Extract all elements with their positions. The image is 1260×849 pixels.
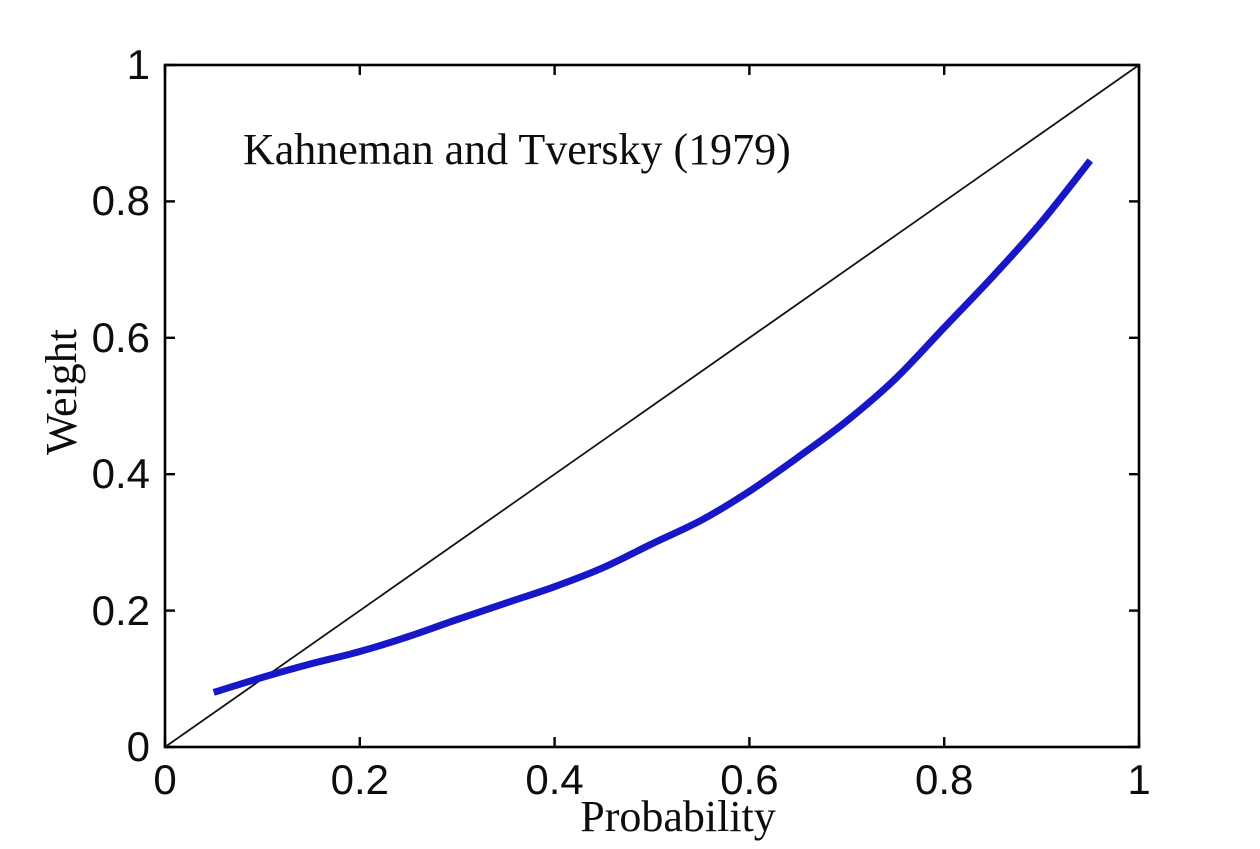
x-tick-label-0.2: 0.2 [330, 756, 389, 803]
x-tick-label-0.6: 0.6 [720, 756, 779, 803]
y-tick-label-0.4: 0.4 [91, 450, 150, 498]
chart-annotation: Kahneman and Tversky (1979) [243, 125, 791, 174]
y-tick-label-0.2: 0.2 [91, 586, 150, 634]
y-tick-label-1: 1 [126, 41, 150, 88]
identity-line [164, 64, 1140, 748]
x-tick-label-0.8: 0.8 [914, 756, 974, 803]
x-axis-title: Probability [580, 792, 776, 841]
x-tick-label-1: 1 [1127, 756, 1151, 803]
y-tick-label-0: 0 [126, 723, 150, 770]
x-tick-label-0.4: 0.4 [525, 756, 584, 803]
probability-weighting-curve [212, 158, 1094, 696]
x-tick-label-0: 0 [153, 756, 177, 803]
y-tick-label-0.6: 0.6 [91, 313, 150, 361]
axes-box [163, 63, 1141, 749]
y-tick-label-0.8: 0.8 [91, 177, 150, 225]
